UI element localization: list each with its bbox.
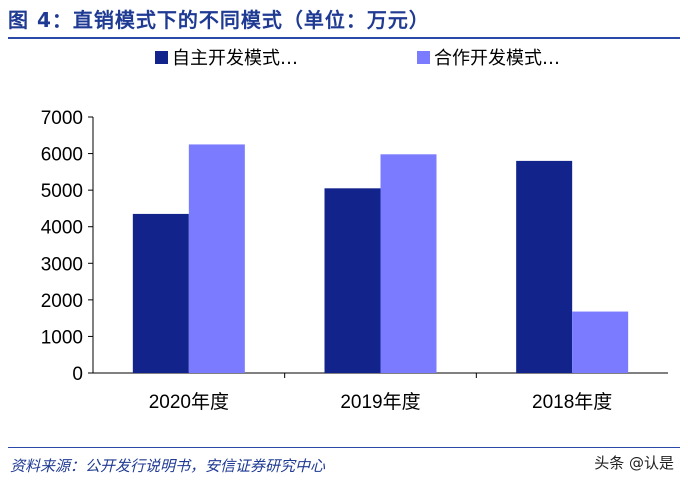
bar-series1-1 xyxy=(324,188,381,373)
bar-chart: 自主开发模式… 合作开发模式… 0 1000 2000 3000 4000 5000 6000… xyxy=(41,48,668,413)
bar-series1-0 xyxy=(132,213,189,373)
title-divider xyxy=(8,37,680,39)
y-tick-label: 7000 xyxy=(41,108,83,129)
legend: 自主开发模式… 合作开发模式… xyxy=(155,48,560,69)
bar-series2-0 xyxy=(188,144,245,373)
source-note: 资料来源：公开发行说明书，安信证券研究中心 xyxy=(10,457,326,475)
x-tick-label: 2020年度 xyxy=(149,391,229,413)
y-tick-label: 1000 xyxy=(41,327,83,348)
source-divider xyxy=(8,447,680,448)
bar-series2-2 xyxy=(572,311,629,373)
x-tick-label: 2019年度 xyxy=(340,391,420,413)
y-tick-label: 4000 xyxy=(41,218,83,239)
watermark: 头条 @认是 xyxy=(594,454,674,472)
legend-swatch xyxy=(155,51,168,64)
y-tick-label: 6000 xyxy=(41,145,83,166)
bars xyxy=(132,144,629,373)
bar-series1-2 xyxy=(516,160,573,373)
chart-title: 图 4：直销模式下的不同模式（单位：万元） xyxy=(8,8,430,32)
legend-label: 自主开发模式… xyxy=(172,48,298,69)
x-tick-label: 2018年度 xyxy=(532,391,612,413)
legend-swatch xyxy=(417,51,430,64)
bar-series2-1 xyxy=(380,154,437,373)
y-tick-label: 3000 xyxy=(41,254,83,275)
legend-label: 合作开发模式… xyxy=(434,48,560,69)
y-tick-label: 2000 xyxy=(41,291,83,312)
y-tick-label: 0 xyxy=(72,364,83,385)
y-tick-label: 5000 xyxy=(41,181,83,202)
